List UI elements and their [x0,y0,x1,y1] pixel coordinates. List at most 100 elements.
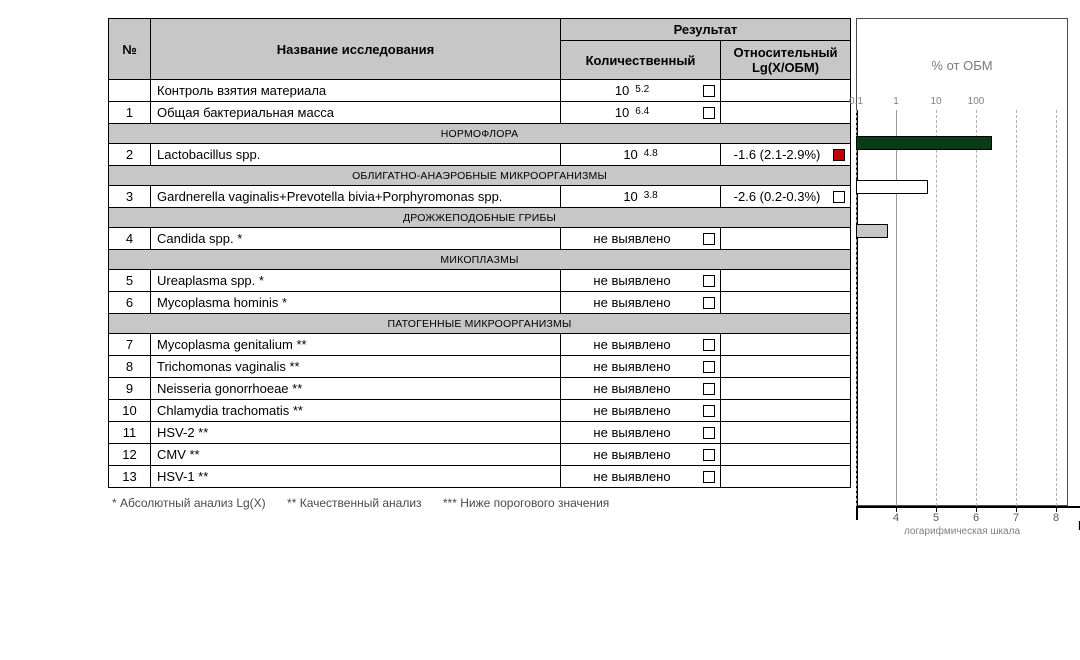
row-quant: не выявлено [561,422,721,444]
chart-bar [856,180,928,194]
col-header-quant: Количественный [561,41,721,80]
row-name: Mycoplasma hominis * [151,292,561,314]
chart-bar [856,136,992,150]
chart-x-axis [856,506,1080,508]
results-table-wrap: № Название исследования Результат Количе… [108,18,850,510]
section-header: НОРМОФЛОРА [109,124,851,144]
gridline [856,110,857,506]
row-quant: 105.2 [561,80,721,102]
row-quant: не выявлено [561,270,721,292]
row-quant: не выявлено [561,356,721,378]
row-num: 11 [109,422,151,444]
quant-indicator-box [703,297,715,309]
quant-indicator-box [703,449,715,461]
chart-frame [856,18,1068,506]
gridline [1056,110,1057,506]
footnote-a: * Абсолютный анализ Lg(X) [112,496,266,510]
log-chart: % от ОБМ 0.1110100 45678логарифмическая … [850,18,1068,510]
row-rel [721,466,851,488]
row-num: 3 [109,186,151,208]
row-name: CMV ** [151,444,561,466]
row-rel: -2.6 (0.2-0.3%) [721,186,851,208]
quant-indicator-box [703,275,715,287]
footnotes: * Абсолютный анализ Lg(X) ** Качественны… [108,496,850,510]
top-axis-label: 100 [968,96,985,107]
results-table: № Название исследования Результат Количе… [108,18,851,488]
row-rel: -1.6 (2.1-2.9%) [721,144,851,166]
row-rel [721,292,851,314]
row-num: 7 [109,334,151,356]
gridline [976,110,977,506]
top-axis-label: 1 [893,96,899,107]
row-name: Candida spp. * [151,228,561,250]
axis-caption: логарифмическая шкала [856,526,1068,537]
quant-indicator-box [703,233,715,245]
row-quant: не выявлено [561,378,721,400]
row-quant: не выявлено [561,444,721,466]
row-rel [721,400,851,422]
row-rel [721,102,851,124]
row-name: Lactobacillus spp. [151,144,561,166]
col-header-name: Название исследования [151,19,561,80]
row-rel [721,228,851,250]
row-num: 13 [109,466,151,488]
footnote-c: *** Ниже порогового значения [443,496,609,510]
gridline [1016,110,1017,506]
quant-indicator-box [703,383,715,395]
row-name: HSV-2 ** [151,422,561,444]
row-rel [721,270,851,292]
section-header: МИКОПЛАЗМЫ [109,250,851,270]
col-header-num: № [109,19,151,80]
row-name: Chlamydia trachomatis ** [151,400,561,422]
bottom-axis-labels: 45678 [856,512,1074,526]
top-axis-label: 10 [930,96,941,107]
row-num: 9 [109,378,151,400]
quant-indicator-box [703,107,715,119]
chart-bar [856,224,888,238]
row-rel [721,80,851,102]
rel-indicator-box [833,191,845,203]
row-num: 6 [109,292,151,314]
quant-indicator-box [703,427,715,439]
row-name: Общая бактериальная масса [151,102,561,124]
section-header: ПАТОГЕННЫЕ МИКРООРГАНИЗМЫ [109,314,851,334]
row-name: Gardnerella vaginalis+Prevotella bivia+P… [151,186,561,208]
row-name: Контроль взятия материала [151,80,561,102]
row-quant: 106.4 [561,102,721,124]
chart-title: % от ОБМ [856,58,1068,73]
row-num: 10 [109,400,151,422]
gridline [896,110,897,506]
row-quant: не выявлено [561,334,721,356]
row-name: Ureaplasma spp. * [151,270,561,292]
row-quant: 104.8 [561,144,721,166]
row-rel [721,334,851,356]
row-quant: не выявлено [561,400,721,422]
col-header-result: Результат [561,19,851,41]
top-axis-label: 0.1 [849,96,863,107]
quant-indicator-box [703,339,715,351]
row-num: 8 [109,356,151,378]
row-num: 2 [109,144,151,166]
footnote-b: ** Качественный анализ [287,496,422,510]
row-quant: не выявлено [561,292,721,314]
quant-indicator-box [703,85,715,97]
row-rel [721,444,851,466]
row-rel [721,422,851,444]
quant-indicator-box [703,361,715,373]
row-num: 5 [109,270,151,292]
row-quant: 103.8 [561,186,721,208]
row-rel [721,356,851,378]
chart-top-axis-labels: 0.1110100 [856,96,1068,110]
row-name: Mycoplasma genitalium ** [151,334,561,356]
row-name: HSV-1 ** [151,466,561,488]
quant-indicator-box [703,405,715,417]
row-quant: не выявлено [561,228,721,250]
section-header: ОБЛИГАТНО-АНАЭРОБНЫЕ МИКРООРГАНИЗМЫ [109,166,851,186]
rel-indicator-box [833,149,845,161]
row-name: Trichomonas vaginalis ** [151,356,561,378]
row-num [109,80,151,102]
row-num: 12 [109,444,151,466]
row-rel [721,378,851,400]
section-header: ДРОЖЖЕПОДОБНЫЕ ГРИБЫ [109,208,851,228]
quant-indicator-box [703,471,715,483]
